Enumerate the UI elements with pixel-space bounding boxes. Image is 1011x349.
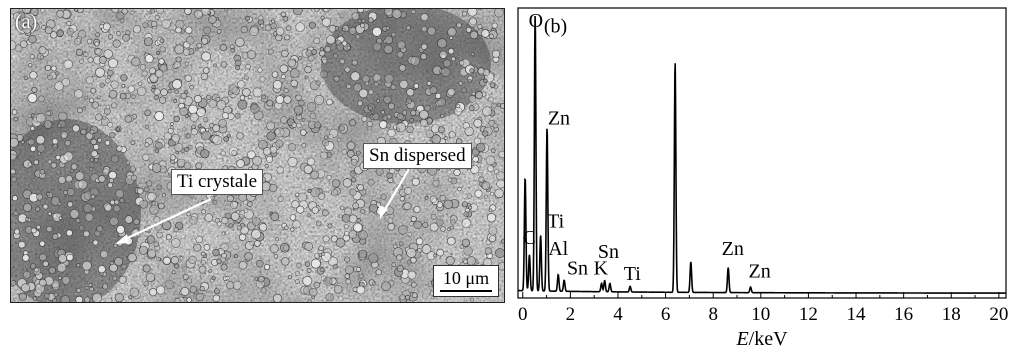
- peak-label: Ti: [624, 263, 642, 285]
- x-tick-label: 6: [661, 304, 671, 325]
- scale-bar: 10 μm: [433, 265, 499, 297]
- x-tick-label: 20: [989, 304, 1008, 325]
- peak-label: Sn: [598, 241, 619, 263]
- x-tick-label: 8: [708, 304, 718, 325]
- peak-label: C: [523, 227, 536, 249]
- peak-label: Zn: [722, 238, 744, 260]
- panel-b-label: (b): [544, 16, 567, 38]
- peak-label: O: [529, 10, 543, 32]
- x-tick-label: 16: [894, 304, 913, 325]
- sn-dispersed-label: Sn dispersed: [363, 143, 472, 169]
- x-tick-label: 18: [942, 304, 961, 325]
- x-tick-label: 2: [566, 304, 576, 325]
- plot-frame: [517, 7, 1007, 299]
- peak-label: K: [594, 258, 609, 280]
- peak-label: Al: [548, 238, 568, 260]
- ti-crystale-label: Ti crystale: [171, 169, 264, 195]
- peak-label: Zn: [749, 260, 771, 282]
- x-tick-label: 10: [751, 304, 770, 325]
- x-axis-label: E/keV: [735, 328, 788, 349]
- x-tick-label: 12: [799, 304, 818, 325]
- peak-label: Sn: [567, 258, 588, 280]
- ti-arrow: [120, 198, 212, 242]
- eds-spectrum-panel: 0 2 4 6 8 10 12 14 16 18 20 O Zn Ti C Al Sn Sn K Ti Zn Zn (b…: [513, 0, 1011, 349]
- peak-label: Ti: [547, 210, 565, 232]
- scale-bar-label: 10 μm: [442, 268, 490, 288]
- sem-micrograph: (a) Ti crystale Sn dispersed 10 μm: [10, 8, 505, 303]
- peak-label: Zn: [548, 107, 570, 129]
- sn-arrow: [382, 168, 410, 214]
- spectrum-line: [517, 15, 1006, 294]
- scale-bar-line: [440, 290, 492, 292]
- x-tick-label: 4: [613, 304, 623, 325]
- x-tick-label: 14: [847, 304, 867, 325]
- panel-a-label: (a): [15, 11, 38, 33]
- x-tick-label: 0: [518, 304, 528, 325]
